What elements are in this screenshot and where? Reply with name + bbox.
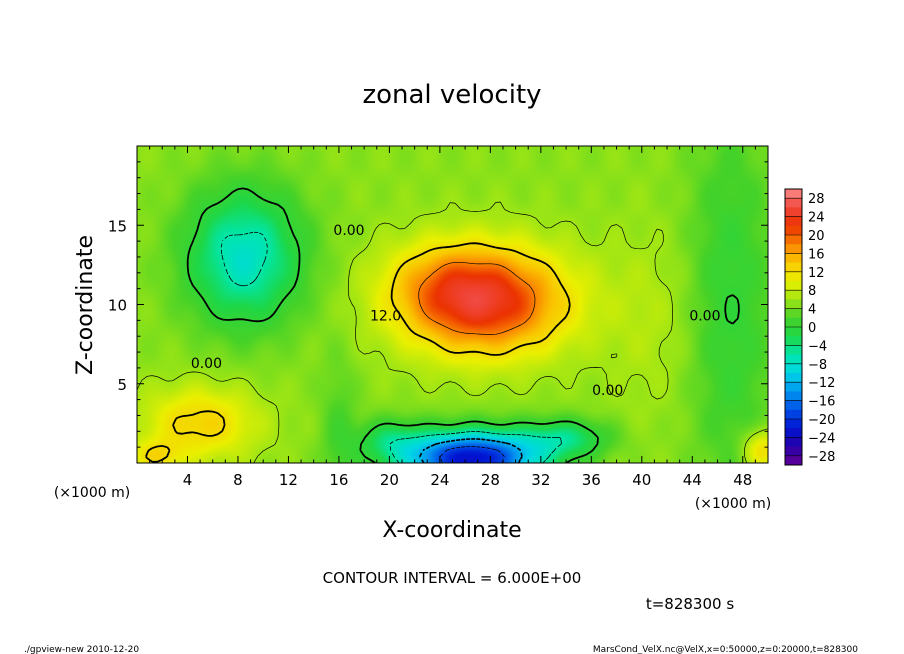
x-tick-label: 28 <box>481 471 500 489</box>
colorbar-band <box>785 327 802 337</box>
x-axis-title: X-coordinate <box>382 518 521 543</box>
contour-line <box>137 201 768 463</box>
contour-line <box>186 187 740 463</box>
x-tick-label: 40 <box>632 471 651 489</box>
colorbar-label: 20 <box>808 229 825 244</box>
colorbar-band <box>785 455 802 466</box>
colorbar-label: −24 <box>808 431 835 446</box>
x-tick-label: 32 <box>531 471 550 489</box>
colorbar-band <box>785 373 802 383</box>
colorbar-band <box>785 409 802 420</box>
colorbar-label: −4 <box>808 339 827 354</box>
colorbar-band <box>785 271 802 282</box>
colorbar-band <box>785 235 802 245</box>
colorbar-band <box>785 299 802 309</box>
colorbar-band <box>785 428 802 438</box>
colorbar-band <box>785 198 802 208</box>
colorbar-label: −8 <box>808 358 827 373</box>
x-tick-label: 44 <box>683 471 702 489</box>
x-tick-label: 48 <box>733 471 752 489</box>
colorbar-band <box>785 345 802 355</box>
contour-labels: 0.00 0.00 12.0 0.00 0.00 <box>191 223 721 399</box>
x-unit-label: (×1000 m) <box>695 496 771 512</box>
colorbar-band <box>785 290 802 300</box>
colorbar-band <box>785 419 802 429</box>
colorbar-label: −20 <box>808 413 835 428</box>
colorbar-band <box>785 354 802 365</box>
contour-line <box>145 242 571 463</box>
colorbar-band <box>785 189 802 199</box>
colorbar-band <box>785 363 802 374</box>
footer-left: ./gpview-new 2010-12-20 <box>24 645 139 654</box>
colorbar-band <box>785 262 802 273</box>
y-axis: 5 10 15 <box>108 145 768 464</box>
contour-label: 0.00 <box>333 223 364 239</box>
colorbar-band <box>785 382 802 392</box>
colorbar-band <box>785 446 802 457</box>
colorbar-label: 16 <box>808 247 825 262</box>
colorbar-label: 8 <box>808 284 816 299</box>
colorbar-band <box>785 244 802 254</box>
contour-interval-note: CONTOUR INTERVAL = 6.000E+00 <box>323 569 582 587</box>
colorbar-label: −12 <box>808 376 835 391</box>
colorbar-band <box>785 207 802 217</box>
colorbar-band <box>785 400 802 411</box>
y-unit-label: (×1000 m) <box>54 485 130 501</box>
y-tick-label: 10 <box>108 297 127 315</box>
contour-line <box>220 231 562 463</box>
plot-area: 0.00 0.00 12.0 0.00 0.00 <box>136 145 769 464</box>
x-tick-label: 36 <box>582 471 601 489</box>
contour-lines <box>137 187 768 463</box>
colorbar-band <box>785 317 802 328</box>
colorbar-label: −28 <box>808 450 835 465</box>
heatmap-field <box>137 146 768 463</box>
chart-title: zonal velocity <box>362 80 541 110</box>
colorbar-band <box>785 281 802 291</box>
colorbar-label: 0 <box>808 321 816 336</box>
x-tick-label: 24 <box>430 471 449 489</box>
contour-label: 0.00 <box>191 356 222 372</box>
time-label: t=828300 s <box>646 595 734 613</box>
colorbar-label: 4 <box>808 303 816 318</box>
colorbar-band <box>785 216 802 227</box>
x-tick-label: 16 <box>329 471 348 489</box>
x-tick-label: 8 <box>233 471 243 489</box>
y-tick-label: 15 <box>108 217 127 235</box>
colorbar-band <box>785 391 802 401</box>
y-tick-label: 5 <box>117 376 127 394</box>
colorbar-band <box>785 437 802 447</box>
contour-label: 12.0 <box>370 308 401 324</box>
colorbar-band <box>785 336 802 346</box>
x-tick-label: 20 <box>380 471 399 489</box>
contour-label: 0.00 <box>592 383 623 399</box>
x-tick-label: 4 <box>183 471 193 489</box>
colorbar-label: 12 <box>808 266 825 281</box>
footer-right: MarsCond_VelX.nc@VelX,x=0:50000,z=0:2000… <box>593 645 858 654</box>
y-axis-title: Z-coordinate <box>73 235 98 375</box>
contour-line <box>419 438 523 463</box>
colorbar-label: 28 <box>808 192 825 207</box>
colorbar: 28 24 20 16 12 8 4 0 −4 −8 −12 −16 −20 −24 −28 <box>784 188 835 466</box>
contour-line <box>418 261 536 335</box>
contour-label: 0.00 <box>689 308 720 324</box>
x-axis: 4 8 12 16 20 24 28 32 36 40 44 48 <box>136 146 769 489</box>
colorbar-band <box>785 308 802 319</box>
x-tick-label: 12 <box>279 471 298 489</box>
colorbar-band <box>785 225 802 236</box>
colorbar-label: −16 <box>808 395 835 410</box>
colorbar-label: 24 <box>808 211 825 226</box>
colorbar-band <box>785 253 802 263</box>
